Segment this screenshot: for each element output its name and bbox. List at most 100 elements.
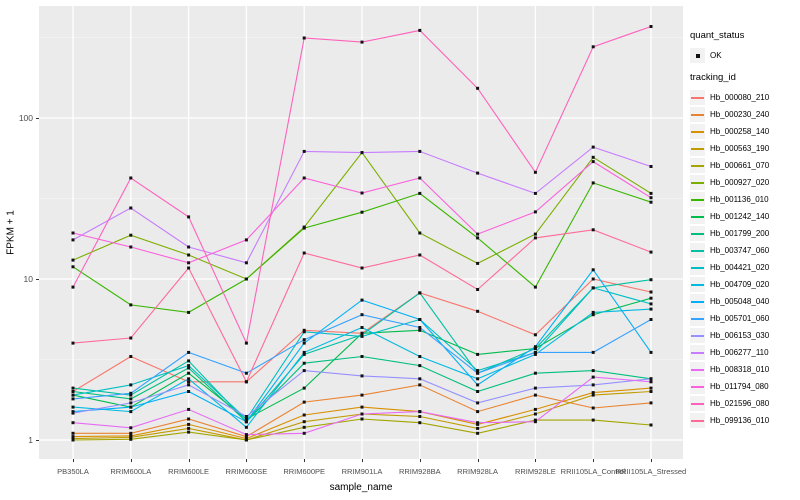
- data-point: [591, 310, 595, 314]
- data-point: [476, 377, 480, 381]
- legend-key: [690, 311, 705, 326]
- legend-tracking-id: tracking_id Hb_000080_210 Hb_000230_240 Hb…: [690, 72, 800, 429]
- data-point: [129, 303, 133, 307]
- data-point: [418, 253, 422, 257]
- data-point: [129, 405, 133, 409]
- data-point: [591, 406, 595, 410]
- data-point: [533, 412, 537, 416]
- data-point: [418, 415, 422, 418]
- data-point: [418, 377, 422, 381]
- line-key-icon: [691, 249, 704, 252]
- legend-item: Hb_000080_210: [690, 89, 800, 106]
- data-point: [533, 371, 537, 375]
- legend-item-label: Hb_099136_010: [710, 416, 770, 425]
- data-point: [71, 393, 75, 397]
- legend-key: [690, 345, 705, 360]
- data-point: [360, 412, 364, 416]
- data-point: [533, 347, 537, 350]
- data-point: [533, 386, 537, 390]
- legend-key: [690, 90, 705, 105]
- data-point: [418, 383, 422, 387]
- data-point: [418, 149, 422, 153]
- data-point: [533, 191, 537, 195]
- data-point: [129, 391, 133, 395]
- y-tick-label: 10: [23, 274, 33, 284]
- data-point: [71, 390, 75, 393]
- data-point: [418, 191, 422, 195]
- data-point: [360, 405, 364, 409]
- x-tick-mark: [362, 459, 363, 462]
- data-point: [302, 352, 306, 356]
- data-point: [360, 191, 364, 195]
- data-point: [649, 377, 653, 381]
- legend-key: [690, 124, 705, 139]
- data-point: [591, 155, 595, 159]
- x-tick-mark: [593, 459, 595, 462]
- data-point: [244, 261, 248, 265]
- legend-item: Hb_006153_030: [690, 327, 800, 344]
- y-tick-mark: [36, 440, 39, 441]
- data-point: [476, 383, 480, 387]
- data-point: [649, 196, 653, 200]
- data-point: [187, 350, 191, 354]
- data-point: [302, 420, 306, 424]
- x-tick-label: PB350LA: [57, 467, 89, 476]
- data-point: [476, 369, 480, 373]
- legend-item: Hb_000563_190: [690, 140, 800, 157]
- x-tick-mark: [419, 459, 421, 462]
- data-point: [591, 277, 595, 281]
- data-point: [129, 176, 133, 180]
- data-point: [71, 421, 75, 425]
- data-point: [71, 397, 75, 401]
- data-point: [418, 328, 422, 332]
- data-point: [360, 355, 364, 358]
- line-key-icon: [691, 266, 704, 269]
- data-point: [129, 435, 133, 439]
- data-point: [302, 226, 306, 230]
- legend-title-tracking-id: tracking_id: [690, 72, 736, 83]
- data-point: [649, 386, 653, 390]
- data-point: [129, 431, 133, 435]
- legend-key: [690, 226, 705, 241]
- data-point: [71, 238, 75, 242]
- data-point: [71, 438, 75, 442]
- data-point: [129, 206, 133, 210]
- y-axis-title: FPKM + 1: [5, 210, 17, 255]
- data-point: [244, 417, 248, 421]
- point-key-icon: [695, 53, 700, 58]
- data-point: [591, 391, 595, 395]
- data-point: [591, 228, 595, 232]
- data-point: [71, 435, 75, 439]
- data-point: [418, 28, 422, 32]
- legend-item-label: Hb_000080_210: [710, 93, 770, 102]
- legend-item: Hb_006277_110: [690, 344, 800, 361]
- legend-key: [690, 192, 705, 207]
- data-point: [129, 336, 133, 340]
- data-point: [476, 86, 480, 90]
- data-point: [418, 355, 422, 358]
- data-point: [360, 374, 364, 378]
- data-point: [360, 333, 364, 337]
- data-point: [591, 45, 595, 49]
- x-tick-label: RRIM901LA: [341, 467, 383, 476]
- x-tick-mark: [130, 459, 132, 462]
- data-point: [591, 145, 595, 149]
- data-point: [360, 266, 364, 270]
- data-point: [649, 25, 653, 28]
- line-key-icon: [691, 283, 704, 286]
- data-point: [591, 313, 595, 317]
- data-point: [129, 410, 133, 414]
- x-tick-mark: [304, 459, 306, 462]
- data-point: [187, 371, 191, 375]
- data-point: [649, 380, 653, 384]
- data-point: [591, 268, 595, 272]
- data-point: [418, 231, 422, 235]
- x-tick-label: RRIM600PE: [283, 467, 326, 476]
- legend-item-label: Hb_000258_140: [710, 127, 770, 136]
- legend-key: [690, 48, 705, 63]
- legend-key: [690, 107, 705, 122]
- data-point: [244, 238, 248, 242]
- data-point: [649, 423, 653, 427]
- data-point: [302, 176, 306, 180]
- data-point: [187, 426, 191, 430]
